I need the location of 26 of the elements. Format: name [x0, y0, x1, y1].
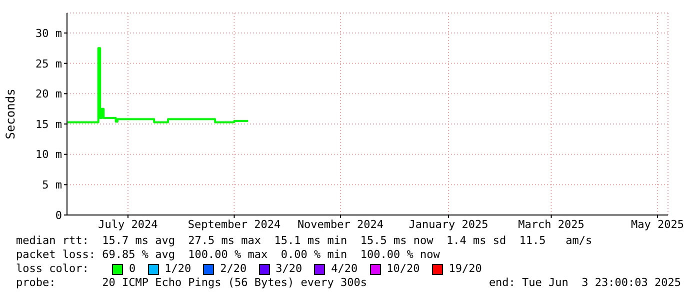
legend-label: 4/20 — [330, 262, 358, 276]
legend-label: 2/20 — [219, 262, 247, 276]
y-tick-label: 0 — [55, 208, 62, 222]
legend-label: 3/20 — [274, 262, 302, 276]
legend-label: 10/20 — [386, 262, 420, 276]
x-tick-label: September 2024 — [188, 218, 281, 231]
y-tick-label: 5 m — [42, 178, 62, 192]
legend-label: 0 — [128, 262, 136, 276]
x-tick-label: May 2025 — [631, 218, 684, 231]
y-tick-label: 10 m — [36, 148, 62, 162]
text: median rtt: 15.7 ms avg 27.5 ms max 15.1 ms min 15.5 ms now 1.4 ms sd 11.5 am/s — [16, 234, 594, 248]
x-tick-label: July 2024 — [98, 218, 158, 231]
x-tick-label: January 2025 — [408, 218, 488, 231]
legend-label: 1/20 — [164, 262, 192, 276]
y-tick-label: 25 m — [36, 57, 62, 70]
x-tick-label: November 2024 — [297, 218, 384, 231]
x-tick-label: March 2025 — [518, 218, 584, 231]
y-tick-label: 20 m — [36, 88, 62, 101]
y-tick-label: 30 m — [36, 26, 62, 40]
text: packet loss: 69.85 % avg 100.00 % max 0.00 % min 100.00 % now — [16, 248, 441, 262]
y-axis-title: Seconds — [3, 88, 18, 140]
y-tick-label: 15 m — [36, 118, 62, 131]
legend-title: loss color: — [16, 262, 90, 276]
legend-label: 19/20 — [448, 262, 482, 276]
text: probe: 20 ICMP Echo Pings (56 Bytes) every 300s — [16, 276, 367, 290]
text: end: Tue Jun 3 23:00:03 2025 — [488, 276, 681, 290]
